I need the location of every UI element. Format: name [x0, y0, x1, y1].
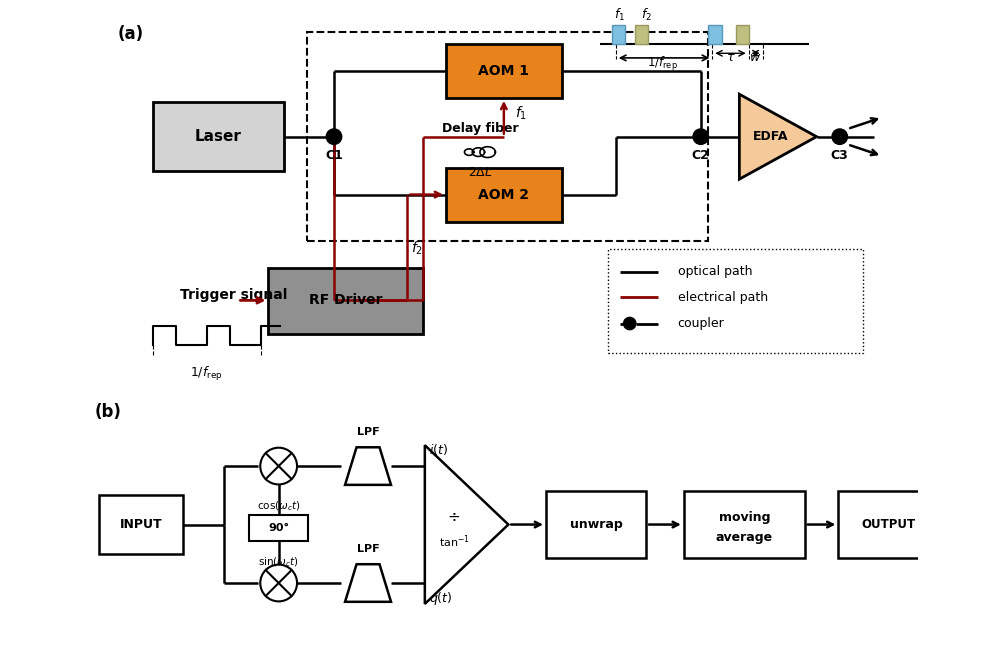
Text: $\tau$: $\tau$	[726, 51, 736, 64]
Polygon shape	[739, 94, 817, 179]
Text: Delay fiber: Delay fiber	[442, 122, 519, 135]
Text: $i(t)$: $i(t)$	[429, 442, 448, 457]
Text: RF Driver: RF Driver	[309, 294, 382, 307]
Text: (a): (a)	[118, 25, 144, 43]
Text: LPF: LPF	[357, 544, 379, 554]
Circle shape	[624, 317, 636, 330]
Polygon shape	[425, 445, 508, 604]
FancyBboxPatch shape	[446, 44, 562, 98]
Text: INPUT: INPUT	[120, 518, 162, 531]
Polygon shape	[345, 447, 391, 485]
Text: $1/f_\mathrm{rep}$: $1/f_\mathrm{rep}$	[647, 56, 678, 73]
Text: AOM 1: AOM 1	[478, 64, 529, 78]
FancyBboxPatch shape	[153, 102, 284, 171]
Text: optical path: optical path	[678, 266, 752, 279]
Circle shape	[693, 129, 708, 145]
Text: Laser: Laser	[195, 129, 242, 144]
Text: (b): (b)	[95, 404, 122, 421]
Circle shape	[326, 129, 342, 145]
Text: coupler: coupler	[678, 317, 724, 330]
FancyBboxPatch shape	[446, 167, 562, 222]
Text: $q(t)$: $q(t)$	[429, 589, 453, 606]
Text: $f_1$: $f_1$	[515, 105, 528, 122]
Text: $f_2$: $f_2$	[411, 240, 423, 257]
FancyBboxPatch shape	[736, 25, 749, 44]
FancyBboxPatch shape	[612, 25, 625, 44]
FancyBboxPatch shape	[838, 491, 939, 558]
FancyBboxPatch shape	[684, 491, 805, 558]
Circle shape	[260, 564, 297, 602]
Text: Trigger signal: Trigger signal	[180, 288, 287, 302]
Text: electrical path: electrical path	[678, 291, 768, 303]
Text: $f_1$: $f_1$	[614, 7, 625, 23]
Text: $\div$: $\div$	[447, 509, 461, 524]
Text: C3: C3	[831, 150, 849, 162]
Text: $1/f_\mathrm{rep}$: $1/f_\mathrm{rep}$	[190, 365, 223, 383]
Text: LPF: LPF	[357, 427, 379, 438]
FancyBboxPatch shape	[546, 491, 646, 558]
Text: unwrap: unwrap	[570, 518, 622, 531]
Text: OUTPUT: OUTPUT	[861, 518, 915, 531]
Text: average: average	[716, 530, 773, 543]
Text: $f_2$: $f_2$	[641, 7, 652, 23]
Text: $\cos(\omega_c t)$: $\cos(\omega_c t)$	[257, 500, 300, 513]
Text: AOM 2: AOM 2	[478, 188, 529, 201]
Text: EDFA: EDFA	[753, 130, 788, 143]
Text: moving: moving	[719, 511, 770, 525]
Circle shape	[260, 448, 297, 485]
FancyBboxPatch shape	[268, 268, 423, 334]
Text: $\tan^{-1}$: $\tan^{-1}$	[439, 533, 470, 549]
Text: C1: C1	[325, 150, 343, 162]
Circle shape	[832, 129, 847, 145]
FancyBboxPatch shape	[608, 249, 863, 353]
Text: C2: C2	[692, 150, 710, 162]
FancyBboxPatch shape	[249, 515, 308, 542]
FancyBboxPatch shape	[708, 25, 722, 44]
FancyBboxPatch shape	[635, 25, 648, 44]
Polygon shape	[345, 564, 391, 602]
Text: 90°: 90°	[268, 523, 289, 533]
Text: $2\Delta L$: $2\Delta L$	[468, 167, 493, 179]
Text: $w$: $w$	[749, 51, 762, 64]
Text: $\sin(\omega_c t)$: $\sin(\omega_c t)$	[258, 555, 299, 569]
FancyBboxPatch shape	[99, 495, 183, 554]
